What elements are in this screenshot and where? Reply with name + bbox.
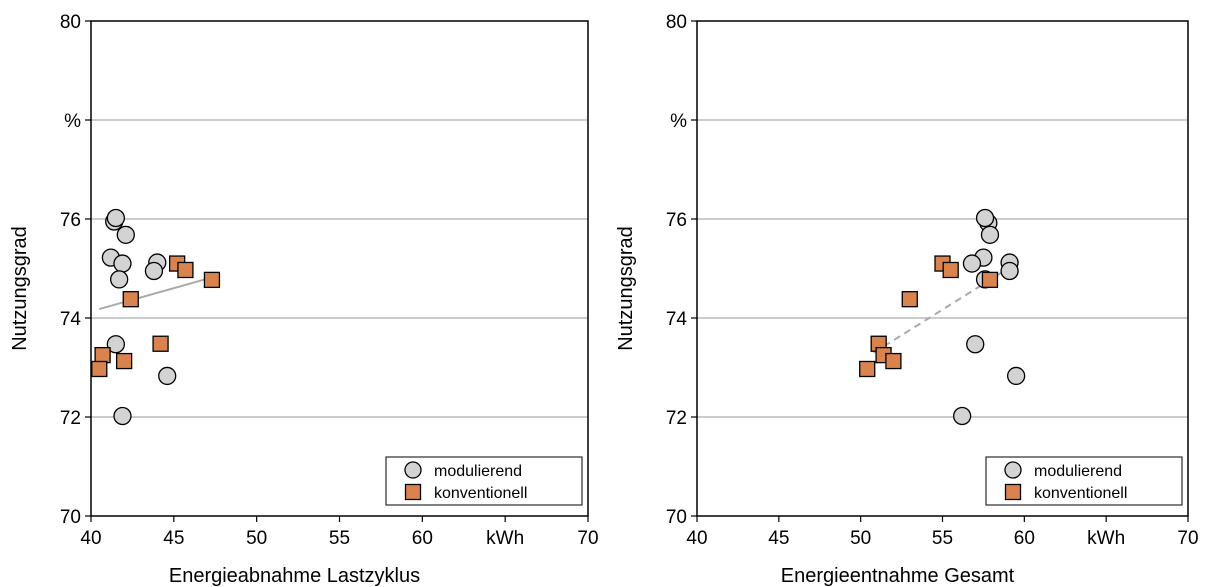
chart1-point-konventionell bbox=[122, 291, 139, 308]
chart1-point-modulierend bbox=[116, 225, 135, 244]
chart1-point-modulierend bbox=[144, 261, 164, 281]
chart2-x-tick-label: 45 bbox=[768, 528, 789, 549]
chart1-point-modulierend bbox=[113, 406, 132, 426]
chart1-y-axis-label: Nutzungsgrad bbox=[9, 226, 31, 351]
chart2-legend-label-modulierend: modulierend bbox=[1034, 463, 1122, 480]
chart1-y-tick-label: 80 bbox=[60, 12, 81, 33]
chart1-y-tick-label: 74 bbox=[60, 309, 82, 330]
chart2-point-konventionell bbox=[859, 360, 876, 378]
chart2-point-konventionell bbox=[981, 271, 999, 289]
chart2-legend-marker-modulierend bbox=[1004, 461, 1022, 479]
chart1-point-konventionell bbox=[115, 352, 133, 370]
chart2-point-modulierend bbox=[1007, 366, 1026, 386]
chart1-point-modulierend bbox=[106, 335, 125, 354]
chart1-point-konventionell bbox=[177, 261, 194, 279]
chart1-legend-label-modulierend: modulierend bbox=[434, 463, 522, 480]
chart2-point-modulierend bbox=[952, 406, 972, 426]
chart1-x-tick-label: 50 bbox=[246, 528, 267, 549]
chart2-point-modulierend bbox=[966, 335, 985, 354]
chart2-point-modulierend bbox=[975, 208, 995, 228]
chart1-point-modulierend bbox=[158, 366, 177, 386]
chart1-y-tick-label: 76 bbox=[60, 210, 81, 231]
chart2-y-tick-label: 80 bbox=[666, 12, 687, 33]
chart2-x-tick-label: 60 bbox=[1014, 528, 1035, 549]
chart1-legend-marker-konventionell bbox=[404, 483, 422, 501]
chart1-point-konventionell bbox=[94, 346, 111, 364]
chart1-x-tick-label: 40 bbox=[80, 528, 101, 549]
chart2-y-tick-label: 70 bbox=[666, 507, 687, 528]
chart2-y-axis-label: Nutzungsgrad bbox=[615, 226, 637, 351]
chart2-x-tick-label: 40 bbox=[686, 528, 707, 549]
chart2-point-konventionell bbox=[885, 352, 902, 370]
chart2-y-tick-label: 76 bbox=[666, 210, 687, 231]
chart1-x-axis-label: Energieabnahme Lastzyklus bbox=[169, 565, 420, 587]
chart1-point-modulierend bbox=[106, 208, 125, 228]
chart2-y-tick-label: 72 bbox=[666, 408, 687, 429]
chart1-x-tick-label: 70 bbox=[577, 528, 598, 549]
chart1-x-tick-label: 60 bbox=[412, 528, 433, 549]
chart2-x-tick-label: 70 bbox=[1177, 528, 1198, 549]
chart1-point-konventionell bbox=[152, 335, 169, 352]
chart1-plot-frame bbox=[90, 20, 589, 517]
chart1-point-konventionell bbox=[203, 271, 221, 289]
chart2-point-modulierend bbox=[980, 225, 1000, 244]
chart2-x-tick-label: 50 bbox=[850, 528, 871, 549]
chart1-x-tick-label: 55 bbox=[329, 528, 350, 549]
chart2-x-tick-label: kWh bbox=[1087, 528, 1125, 549]
chart1-trendline bbox=[99, 276, 213, 311]
chart2-point-konventionell bbox=[942, 261, 959, 279]
chart1-legend-marker-modulierend bbox=[404, 461, 422, 479]
chart2-y-tick-label: 74 bbox=[666, 309, 688, 330]
chart1-group: 70 72 74 76% 80 40 45 50 55 60 kWh 70 Energieabnahme… bbox=[9, 12, 599, 587]
chart1-legend-label-konventionell: konventionell bbox=[434, 485, 527, 502]
chart1-y-tick-label: 70 bbox=[60, 507, 81, 528]
chart2-legend-marker-konventionell bbox=[1004, 483, 1022, 501]
chart1-point-modulierend bbox=[113, 254, 132, 273]
chart2-point-modulierend bbox=[962, 254, 982, 273]
chart2-x-tick-label: 55 bbox=[932, 528, 953, 549]
chart2-point-konventionell bbox=[901, 291, 918, 308]
chart2-group: 70 72 74 76% 80 40 45 50 55 60 kWh 70 Energieentnahm… bbox=[615, 12, 1199, 587]
chart1-y-tick-label: % bbox=[64, 111, 81, 132]
chart2-x-axis-label: Energieentnahme Gesamt bbox=[781, 565, 1015, 587]
chart1-point-konventionell bbox=[91, 360, 108, 378]
chart1-x-tick-label: 45 bbox=[163, 528, 184, 549]
chart2-legend-label-konventionell: konventionell bbox=[1034, 485, 1127, 502]
chart1-y-tick-label: 72 bbox=[60, 408, 81, 429]
chart2-y-tick-label: % bbox=[670, 111, 687, 132]
chart1-x-tick-label: kWh bbox=[486, 528, 524, 549]
chart2-point-modulierend bbox=[1000, 261, 1019, 281]
chart1-point-modulierend bbox=[110, 270, 129, 289]
